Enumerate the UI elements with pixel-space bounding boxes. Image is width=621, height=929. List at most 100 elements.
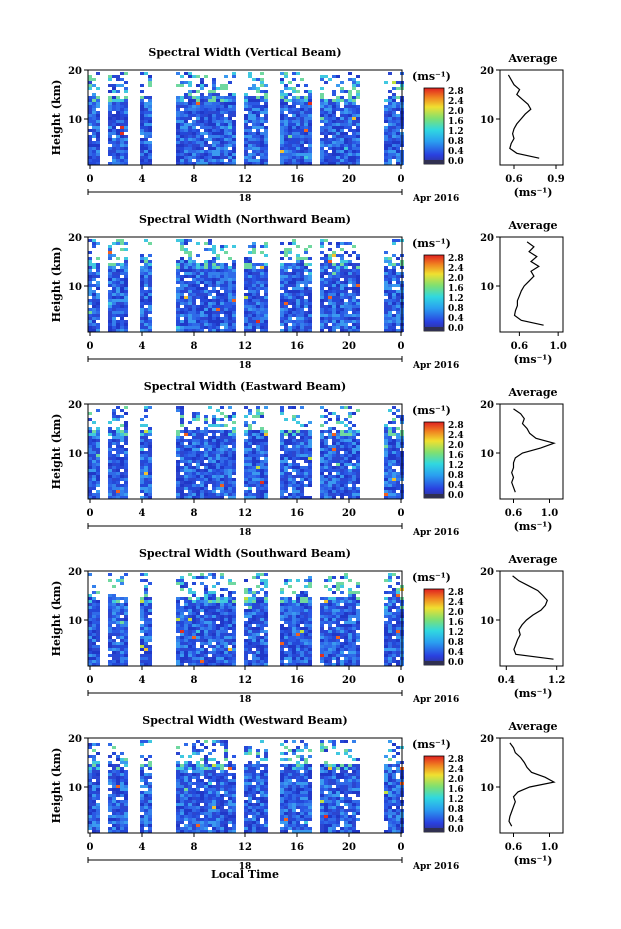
heatmap-cell xyxy=(88,308,92,311)
heatmap-cell xyxy=(356,445,360,448)
heatmap-cell xyxy=(184,654,188,657)
heatmap-cell xyxy=(184,600,188,603)
heatmap-cell xyxy=(180,660,184,663)
heatmap-cell xyxy=(392,263,396,266)
heatmap-cell xyxy=(124,639,128,642)
heatmap-cell xyxy=(260,600,264,603)
heatmap-cell xyxy=(120,475,124,478)
heatmap-cell xyxy=(296,162,300,165)
heatmap-cell xyxy=(356,299,360,302)
heatmap-cell xyxy=(184,150,188,153)
heatmap-cell xyxy=(232,159,236,162)
heatmap-cell xyxy=(292,117,296,120)
heatmap-cell xyxy=(112,296,116,299)
heatmap-cell xyxy=(140,162,144,165)
heatmap-cell xyxy=(256,126,260,129)
heatmap-cell xyxy=(116,472,120,475)
heatmap-cell xyxy=(144,132,148,135)
heatmap-cell xyxy=(340,138,344,141)
heatmap-cell xyxy=(88,609,92,612)
heatmap-cell xyxy=(252,415,256,418)
heatmap-cell xyxy=(88,490,92,493)
heatmap-cell xyxy=(144,466,148,469)
heatmap-cell xyxy=(204,663,208,666)
heatmap-cell xyxy=(344,433,348,436)
heatmap-cell xyxy=(112,490,116,493)
heatmap-cell xyxy=(332,105,336,108)
heatmap-cell xyxy=(320,159,324,162)
heatmap-cell xyxy=(148,96,152,99)
heatmap-cell xyxy=(248,603,252,606)
heatmap-cell xyxy=(252,150,256,153)
heatmap-cell xyxy=(296,123,300,126)
heatmap-cell xyxy=(296,135,300,138)
heatmap-cell xyxy=(356,162,360,165)
heatmap-cell xyxy=(328,469,332,472)
heatmap-cell xyxy=(112,108,116,111)
heatmap-cell xyxy=(180,409,184,412)
heatmap-cell xyxy=(292,275,296,278)
heatmap-cell xyxy=(308,105,312,108)
heatmap-cell xyxy=(328,293,332,296)
heatmap-cell xyxy=(304,293,308,296)
heatmap-cell xyxy=(112,460,116,463)
heatmap-cell xyxy=(116,612,120,615)
heatmap-cell xyxy=(384,129,388,132)
heatmap-cell xyxy=(204,314,208,317)
heatmap-cell xyxy=(264,448,268,451)
heatmap-cell xyxy=(288,257,292,260)
heatmap-cell xyxy=(112,594,116,597)
heatmap-cell xyxy=(212,603,216,606)
heatmap-cell xyxy=(284,254,288,257)
heatmap-cell xyxy=(296,317,300,320)
heatmap-cell xyxy=(212,645,216,648)
heatmap-cell xyxy=(204,266,208,269)
heatmap-cell xyxy=(184,466,188,469)
heatmap-cell xyxy=(140,490,144,493)
heatmap-cell xyxy=(396,132,400,135)
heatmap-cell xyxy=(224,132,228,135)
heatmap-cell xyxy=(196,469,200,472)
heatmap-cell xyxy=(92,630,96,633)
heatmap-cell xyxy=(392,427,396,430)
heatmap-cell xyxy=(336,162,340,165)
heatmap-cell xyxy=(112,654,116,657)
heatmap-cell xyxy=(256,606,260,609)
heatmap-cell xyxy=(292,138,296,141)
heatmap-cell xyxy=(196,108,200,111)
heatmap-cell xyxy=(308,430,312,433)
heatmap-cell xyxy=(384,260,388,263)
heatmap-cell xyxy=(88,463,92,466)
heatmap-cell xyxy=(124,472,128,475)
heatmap-cell xyxy=(116,579,120,582)
heatmap-cell xyxy=(248,120,252,123)
heatmap-cell xyxy=(384,111,388,114)
heatmap-cell xyxy=(344,478,348,481)
heatmap-cell xyxy=(96,648,100,651)
heatmap-cell xyxy=(108,433,112,436)
heatmap-cell xyxy=(224,442,228,445)
heatmap-cell xyxy=(256,406,260,409)
heatmap-cell xyxy=(224,120,228,123)
heatmap-cell xyxy=(232,156,236,159)
avg-y-tick-label: 10 xyxy=(480,449,494,460)
heatmap-cell xyxy=(280,150,284,153)
heatmap-cell xyxy=(264,591,268,594)
heatmap-cell xyxy=(264,132,268,135)
date-label: Apr 2016 xyxy=(412,361,459,371)
avg-x-tick-label: 0.9 xyxy=(547,174,564,185)
heatmap-cell xyxy=(200,660,204,663)
heatmap-cell xyxy=(148,639,152,642)
heatmap-cell xyxy=(356,454,360,457)
heatmap-cell xyxy=(304,284,308,287)
panel-2: Spectral Width (Northward Beam)Height (k… xyxy=(50,213,567,371)
heatmap-cell xyxy=(348,475,352,478)
heatmap-cell xyxy=(320,114,324,117)
heatmap-cell xyxy=(256,135,260,138)
heatmap-cell xyxy=(92,606,96,609)
heatmap-cell xyxy=(260,442,264,445)
heatmap-cell xyxy=(92,660,96,663)
heatmap-cell xyxy=(320,451,324,454)
heatmap-cell xyxy=(256,460,260,463)
heatmap-cell xyxy=(384,144,388,147)
